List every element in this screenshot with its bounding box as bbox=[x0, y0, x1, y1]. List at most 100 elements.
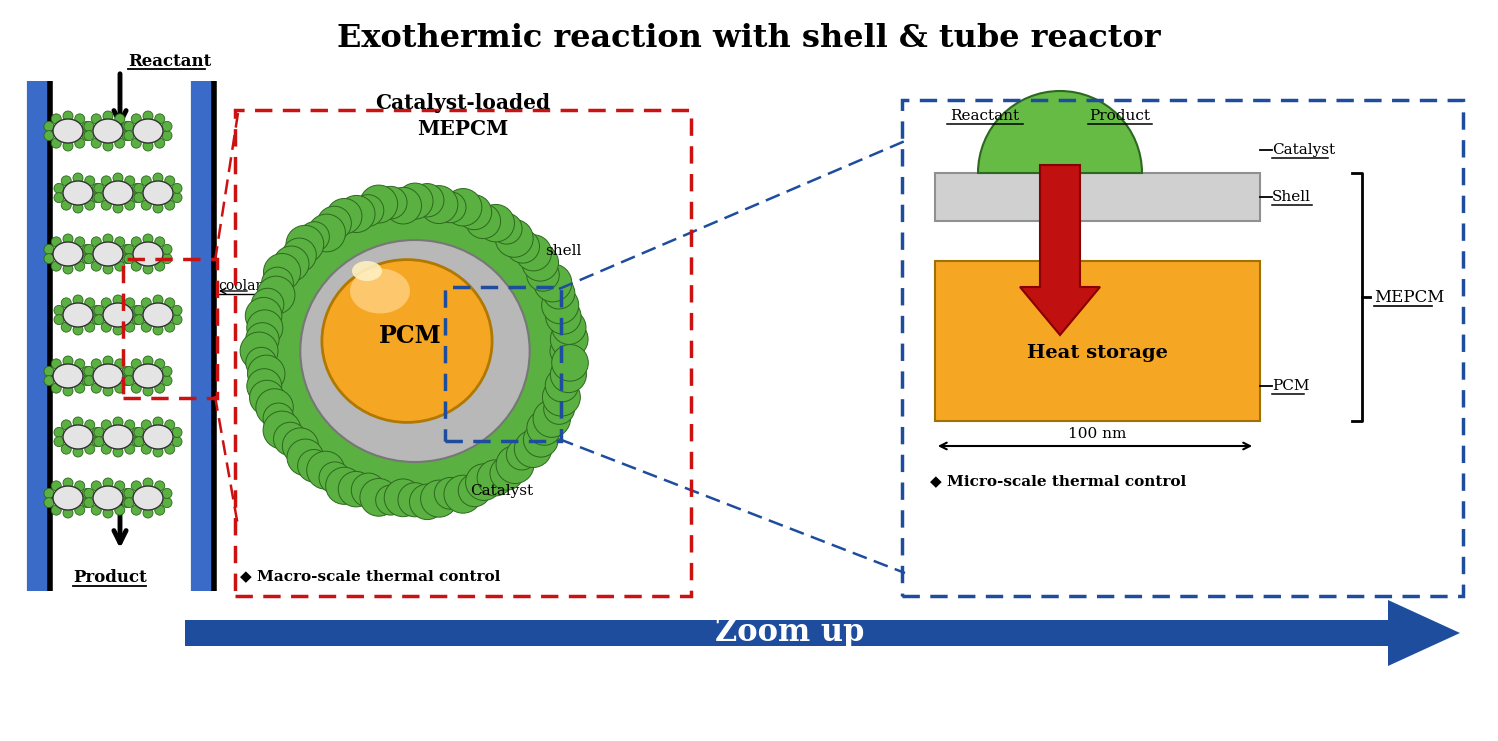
Text: Heat storage: Heat storage bbox=[1026, 344, 1167, 362]
Ellipse shape bbox=[142, 181, 172, 205]
Circle shape bbox=[142, 478, 153, 488]
Circle shape bbox=[54, 428, 64, 437]
Circle shape bbox=[162, 253, 172, 264]
Circle shape bbox=[132, 138, 141, 148]
Circle shape bbox=[75, 114, 85, 124]
Circle shape bbox=[63, 111, 73, 121]
Circle shape bbox=[256, 389, 294, 426]
Circle shape bbox=[142, 111, 153, 121]
Ellipse shape bbox=[103, 303, 133, 327]
Circle shape bbox=[103, 508, 112, 518]
Circle shape bbox=[102, 200, 111, 210]
Circle shape bbox=[84, 366, 94, 376]
Circle shape bbox=[43, 376, 54, 385]
Ellipse shape bbox=[133, 119, 163, 143]
Circle shape bbox=[75, 505, 85, 515]
Circle shape bbox=[258, 276, 295, 314]
Circle shape bbox=[318, 206, 352, 240]
Circle shape bbox=[132, 261, 141, 271]
Circle shape bbox=[154, 505, 165, 515]
Circle shape bbox=[409, 484, 445, 519]
Circle shape bbox=[496, 445, 533, 484]
Circle shape bbox=[121, 488, 132, 499]
Circle shape bbox=[374, 186, 407, 219]
Circle shape bbox=[61, 322, 72, 332]
Circle shape bbox=[132, 114, 141, 124]
Circle shape bbox=[262, 268, 294, 299]
Circle shape bbox=[141, 298, 151, 308]
Circle shape bbox=[115, 383, 124, 393]
Polygon shape bbox=[184, 600, 1461, 666]
Circle shape bbox=[54, 315, 64, 325]
Circle shape bbox=[94, 305, 103, 316]
Circle shape bbox=[73, 447, 82, 457]
Circle shape bbox=[85, 200, 94, 210]
Ellipse shape bbox=[300, 240, 530, 462]
Circle shape bbox=[162, 245, 172, 254]
Circle shape bbox=[132, 505, 141, 515]
Circle shape bbox=[154, 383, 165, 393]
Circle shape bbox=[154, 261, 165, 271]
Ellipse shape bbox=[52, 242, 82, 266]
Circle shape bbox=[82, 253, 91, 264]
Circle shape bbox=[172, 315, 183, 325]
Circle shape bbox=[153, 447, 163, 457]
Circle shape bbox=[132, 383, 141, 393]
Text: PCM: PCM bbox=[1272, 379, 1309, 393]
Circle shape bbox=[75, 383, 85, 393]
Circle shape bbox=[132, 183, 142, 193]
Circle shape bbox=[132, 428, 142, 437]
Circle shape bbox=[264, 411, 301, 449]
Circle shape bbox=[445, 188, 482, 226]
Circle shape bbox=[141, 176, 151, 186]
Ellipse shape bbox=[133, 364, 163, 388]
Circle shape bbox=[133, 315, 144, 325]
Circle shape bbox=[142, 386, 153, 396]
Ellipse shape bbox=[52, 119, 82, 143]
Circle shape bbox=[85, 322, 94, 332]
Circle shape bbox=[133, 305, 144, 316]
Circle shape bbox=[246, 297, 282, 334]
Ellipse shape bbox=[142, 303, 172, 327]
Ellipse shape bbox=[63, 181, 93, 205]
Wedge shape bbox=[978, 91, 1141, 173]
Circle shape bbox=[75, 261, 85, 271]
Circle shape bbox=[63, 356, 73, 366]
Circle shape bbox=[133, 436, 144, 447]
Circle shape bbox=[75, 359, 85, 369]
Circle shape bbox=[82, 122, 91, 131]
Circle shape bbox=[162, 376, 172, 385]
Circle shape bbox=[165, 322, 175, 332]
Circle shape bbox=[91, 183, 102, 193]
Circle shape bbox=[91, 315, 102, 325]
Circle shape bbox=[466, 204, 500, 239]
Text: Product: Product bbox=[73, 570, 147, 586]
Circle shape bbox=[54, 183, 64, 193]
Circle shape bbox=[63, 508, 73, 518]
Circle shape bbox=[141, 444, 151, 454]
Circle shape bbox=[112, 173, 123, 183]
Circle shape bbox=[94, 315, 103, 325]
Circle shape bbox=[103, 234, 112, 244]
Circle shape bbox=[133, 428, 144, 437]
Circle shape bbox=[132, 305, 142, 316]
Circle shape bbox=[91, 138, 102, 148]
Circle shape bbox=[247, 369, 282, 404]
Circle shape bbox=[63, 264, 73, 274]
Circle shape bbox=[410, 184, 443, 217]
Circle shape bbox=[162, 366, 172, 376]
Circle shape bbox=[75, 138, 85, 148]
Circle shape bbox=[542, 287, 578, 324]
Circle shape bbox=[521, 245, 559, 281]
Circle shape bbox=[339, 471, 374, 507]
Circle shape bbox=[154, 481, 165, 491]
Circle shape bbox=[102, 176, 111, 186]
Circle shape bbox=[376, 485, 406, 515]
Circle shape bbox=[124, 420, 135, 430]
Circle shape bbox=[533, 264, 572, 302]
Circle shape bbox=[246, 322, 279, 356]
Circle shape bbox=[84, 130, 94, 141]
Circle shape bbox=[124, 200, 135, 210]
Circle shape bbox=[103, 386, 112, 396]
Circle shape bbox=[82, 366, 91, 376]
